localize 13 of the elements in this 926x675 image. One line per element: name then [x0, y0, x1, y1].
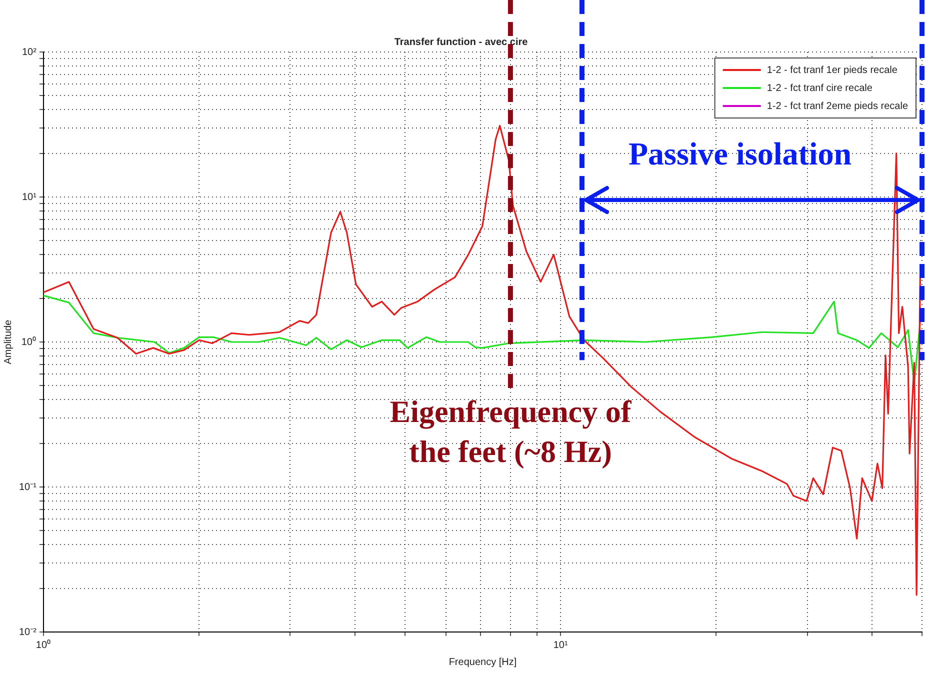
y-tick-label: 10⁻² [19, 626, 38, 638]
y-tick-label: 10⁻¹ [19, 482, 38, 493]
y-tick-label: 10² [22, 46, 38, 58]
legend-label: 1-2 - fct tranf cire recale [766, 82, 873, 94]
y-tick-label: 10⁰ [21, 336, 36, 348]
chart-title: Transfer function - avec cire [394, 36, 528, 48]
ref-line-label: Eigenfrequency of the feet (~8 Hz) [390, 394, 632, 469]
y-axis-title: Amplitude [2, 319, 14, 364]
legend-label: 1-2 - fct tranf 2eme pieds recale [766, 100, 908, 112]
x-axis-title: Frequency [Hz] [448, 656, 517, 668]
annotation: Passive isolation [628, 135, 852, 172]
legend-label: 1-2 - fct tranf 1er pieds recale [766, 64, 898, 76]
y-tick-label: 10¹ [22, 192, 38, 203]
